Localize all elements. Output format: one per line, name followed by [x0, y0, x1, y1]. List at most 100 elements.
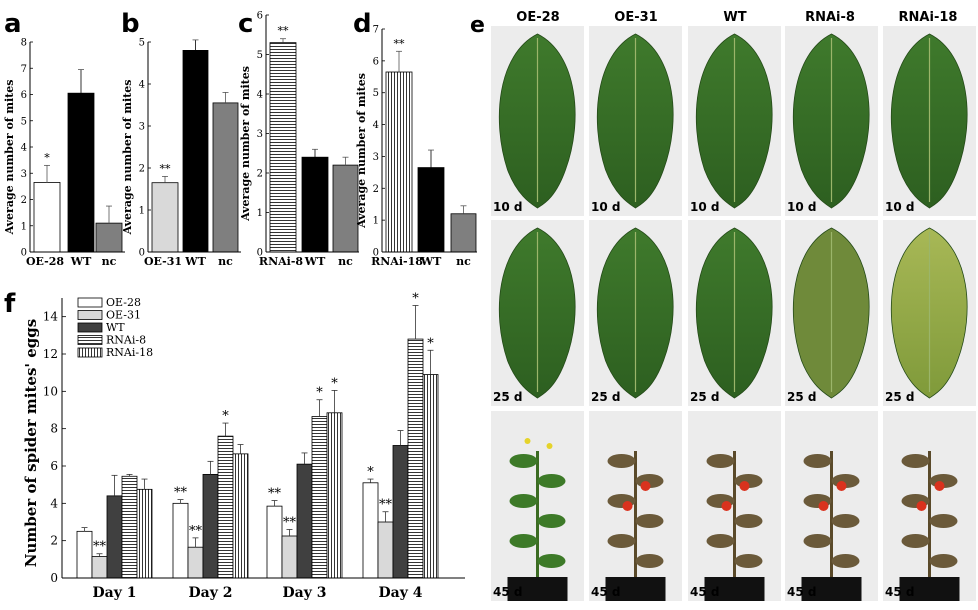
chart-c: ** RNAi-8 WT nc 0 1 2 3 4 5 6 Average number of mit… — [239, 11, 359, 268]
plant-leaf — [537, 474, 566, 488]
tomato-fruit — [916, 501, 927, 511]
significance-mark: ** — [394, 37, 406, 50]
y-tick-label: 8 — [50, 422, 58, 436]
category-label: WT — [304, 255, 326, 268]
bar — [187, 546, 204, 579]
category-label: OE-31 — [144, 255, 182, 268]
plant-leaf — [929, 514, 958, 528]
photo-day-label: 45 d — [690, 585, 719, 599]
plant-leaf — [635, 554, 664, 568]
panel-label-c: c — [238, 9, 253, 39]
legend-swatch — [77, 297, 103, 308]
tomato-fruit — [836, 481, 847, 491]
plant-leaf — [803, 454, 832, 468]
photo-day-label: 25 d — [591, 390, 620, 404]
panel-label-b: b — [121, 9, 140, 39]
significance-mark: ** — [278, 25, 290, 38]
significance-mark: * — [44, 151, 50, 164]
category-label: Day 3 — [283, 585, 327, 601]
legend-label: RNAi-8 — [106, 334, 146, 347]
plant-pot — [801, 577, 862, 601]
y-axis-label: Average number of mites — [355, 73, 368, 229]
significance-mark: * — [427, 336, 434, 351]
photo-day-label: 25 d — [787, 390, 816, 404]
bar — [269, 42, 297, 253]
y-tick-label: 4 — [257, 90, 263, 101]
bar — [76, 530, 93, 579]
significance-mark: ** — [283, 515, 297, 530]
panel-label-d: d — [353, 9, 372, 39]
plant-pot — [605, 577, 666, 601]
significance-mark: ** — [189, 524, 203, 539]
bar — [33, 182, 61, 253]
tomato-fruit — [640, 481, 651, 491]
bar — [326, 412, 343, 579]
tomato-flower — [524, 438, 531, 444]
bar — [172, 502, 189, 579]
significance-mark: ** — [160, 162, 172, 175]
category-label: OE-28 — [26, 255, 64, 268]
category-label: Day 2 — [189, 585, 233, 601]
category-label: Day 4 — [379, 585, 423, 601]
y-tick-label: 4 — [21, 143, 27, 154]
y-tick-label: 5 — [373, 88, 379, 99]
photo-column-label: WT — [723, 10, 746, 25]
y-tick-label: 4 — [50, 496, 58, 510]
y-tick-label: 0 — [373, 248, 379, 259]
category-label: WT — [70, 255, 92, 268]
y-tick-label: 1 — [21, 221, 27, 232]
bar — [407, 338, 424, 579]
bar — [217, 435, 234, 579]
y-tick-label: 7 — [373, 25, 379, 36]
y-axis-label: Average number of mites — [3, 80, 16, 236]
plant-leaf — [929, 554, 958, 568]
y-axis-label: Average number of mites — [239, 66, 252, 222]
y-tick-label: 6 — [257, 11, 263, 22]
category-label: nc — [338, 255, 353, 268]
bar — [212, 102, 239, 253]
significance-mark: ** — [268, 487, 282, 502]
y-tick-label: 3 — [139, 122, 145, 133]
plant-leaf — [509, 454, 538, 468]
panel-label-f: f — [4, 289, 16, 319]
plant-leaf — [537, 554, 566, 568]
y-tick-label: 3 — [257, 129, 263, 140]
plant-leaf — [607, 454, 636, 468]
plant-leaf — [831, 514, 860, 528]
legend-swatch — [77, 322, 103, 333]
bar — [362, 482, 379, 579]
plant-leaf — [537, 514, 566, 528]
y-tick-label: 1 — [373, 216, 379, 227]
tomato-fruit — [818, 501, 829, 511]
y-tick-label: 14 — [43, 310, 59, 324]
panel-label-a: a — [4, 9, 22, 39]
photo-day-label: 10 d — [885, 200, 914, 214]
legend-swatch — [77, 335, 103, 345]
plant-leaf — [901, 534, 930, 548]
legend-label: RNAi-18 — [106, 346, 153, 359]
plant-leaf — [901, 454, 930, 468]
chart-a: * OE-28 WT nc 0 1 2 3 4 5 6 7 8 Average number of mit… — [3, 38, 125, 268]
category-label: WT — [420, 255, 442, 268]
chart-f: **Day 1*****Day 2******Day 3*****Day 402… — [22, 291, 465, 601]
legend-swatch — [77, 310, 103, 320]
bar — [67, 92, 95, 253]
photo-day-label: 45 d — [493, 585, 522, 599]
chart-b: ** OE-31 WT nc 0 1 2 3 4 5 Average number of mites — [121, 38, 241, 268]
photo-day-label: 45 d — [787, 585, 816, 599]
photo-day-label: 10 d — [787, 200, 816, 214]
plant-pot — [704, 577, 765, 601]
y-axis-label: Average number of mites — [121, 80, 134, 236]
bar — [385, 71, 413, 253]
tomato-fruit — [739, 481, 750, 491]
y-tick-label: 8 — [21, 38, 27, 49]
y-tick-label: 2 — [373, 184, 379, 195]
tomato-flower — [546, 443, 553, 449]
bar — [121, 475, 138, 579]
category-label: WT — [184, 255, 206, 268]
bar — [301, 156, 329, 253]
significance-mark: ** — [174, 486, 188, 501]
category-label: nc — [456, 255, 471, 268]
y-tick-label: 5 — [257, 50, 263, 61]
